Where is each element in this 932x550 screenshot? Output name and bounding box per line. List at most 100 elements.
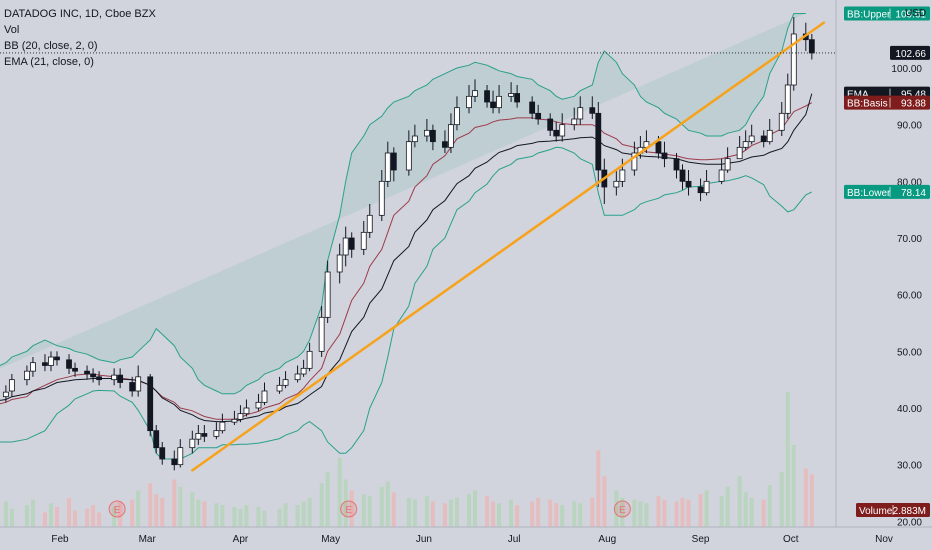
candle-body[interactable]	[129, 382, 136, 392]
candle-body[interactable]	[189, 438, 196, 449]
candle-body[interactable]	[724, 158, 731, 171]
price-axis[interactable]: 100.00 90.00 80.00 70.00 60.00 50.00 40.00 30.0…	[891, 64, 922, 528]
candle-body[interactable]	[631, 152, 638, 171]
candle-body[interactable]	[255, 401, 262, 409]
candle-body[interactable]	[72, 367, 78, 372]
candle-body[interactable]	[613, 180, 620, 188]
candle-body[interactable]	[559, 124, 566, 137]
candle-body[interactable]	[177, 447, 184, 466]
candle-body[interactable]	[318, 316, 325, 352]
candle-body[interactable]	[48, 356, 54, 366]
candle-body[interactable]	[508, 93, 514, 97]
candle-body[interactable]	[342, 237, 349, 256]
candle-body[interactable]	[405, 141, 412, 171]
candle-body[interactable]	[8, 379, 15, 392]
candle-body[interactable]	[790, 33, 797, 86]
candle-body[interactable]	[466, 95, 472, 109]
candle-body[interactable]	[808, 39, 815, 54]
candle-body[interactable]	[514, 93, 521, 103]
candle-body[interactable]	[324, 271, 331, 318]
candle-body[interactable]	[595, 112, 602, 171]
candle-body[interactable]	[577, 107, 584, 120]
earnings-marker[interactable]	[340, 500, 358, 518]
candle-body[interactable]	[282, 379, 289, 386]
candle-body[interactable]	[30, 362, 36, 372]
candle-body[interactable]	[147, 376, 154, 432]
candle-body[interactable]	[448, 124, 454, 148]
candle-body[interactable]	[697, 186, 704, 194]
candle-body[interactable]	[231, 418, 238, 423]
candle-body[interactable]	[171, 458, 178, 466]
candle-body[interactable]	[778, 112, 785, 131]
candle-body[interactable]	[535, 112, 542, 120]
candle-body[interactable]	[378, 180, 385, 216]
candle-body[interactable]	[589, 107, 596, 114]
candle-body[interactable]	[237, 413, 244, 420]
candle-body[interactable]	[348, 237, 355, 250]
candle-body[interactable]	[2, 391, 9, 398]
candle-body[interactable]	[243, 407, 250, 415]
candle-body[interactable]	[336, 254, 343, 273]
candle-body[interactable]	[673, 158, 680, 171]
candle-body[interactable]	[703, 180, 710, 194]
candle-body[interactable]	[90, 373, 96, 378]
candle-body[interactable]	[430, 129, 436, 143]
ema-indicator-label[interactable]: EMA (21, close, 0)	[4, 56, 94, 68]
candle-body[interactable]	[54, 356, 60, 361]
candle-body[interactable]	[742, 141, 749, 148]
candle-body[interactable]	[390, 152, 397, 171]
candle-body[interactable]	[760, 135, 767, 143]
candle-body[interactable]	[472, 90, 478, 97]
candle-body[interactable]	[213, 430, 220, 437]
candle-body[interactable]	[117, 374, 124, 383]
vol-indicator-label[interactable]: Vol	[4, 24, 20, 36]
candle-body[interactable]	[276, 384, 283, 392]
bb-indicator-label[interactable]: BB (20, close, 2, 0)	[4, 40, 98, 52]
candle-body[interactable]	[454, 107, 460, 126]
candle-body[interactable]	[411, 135, 418, 143]
candle-body[interactable]	[496, 95, 502, 109]
candle-body[interactable]	[66, 359, 72, 369]
candle-body[interactable]	[529, 101, 536, 114]
candle-body[interactable]	[655, 141, 662, 154]
candle-body[interactable]	[219, 421, 226, 432]
symbol-title[interactable]: DATADOG INC, 1D, Cboe BZX	[4, 8, 156, 20]
candle-body[interactable]	[553, 129, 560, 137]
candle-body[interactable]	[153, 430, 160, 449]
candle-body[interactable]	[484, 90, 490, 103]
candle-body[interactable]	[111, 374, 118, 381]
candle-body[interactable]	[748, 135, 755, 143]
candle-body[interactable]	[547, 118, 554, 131]
candle-body[interactable]	[784, 84, 791, 114]
candle-body[interactable]	[42, 362, 48, 366]
candle-body[interactable]	[490, 101, 496, 109]
candle-body[interactable]	[718, 169, 725, 182]
candle-body[interactable]	[195, 433, 202, 440]
candle-body[interactable]	[306, 350, 313, 369]
candle-body[interactable]	[294, 373, 301, 381]
candle-body[interactable]	[135, 376, 142, 392]
earnings-marker[interactable]	[613, 500, 631, 518]
candle-body[interactable]	[201, 433, 208, 437]
candle-body[interactable]	[661, 152, 668, 160]
candle-body[interactable]	[619, 169, 626, 182]
candle-body[interactable]	[679, 169, 686, 182]
candle-body[interactable]	[261, 390, 268, 403]
candle-body[interactable]	[300, 367, 307, 375]
candle-body[interactable]	[360, 231, 367, 250]
candle-body[interactable]	[571, 118, 578, 126]
earnings-marker[interactable]	[108, 500, 126, 518]
candle-body[interactable]	[423, 129, 430, 137]
candle-body[interactable]	[96, 376, 102, 381]
candle-body[interactable]	[685, 180, 692, 188]
candle-body[interactable]	[384, 152, 391, 182]
candle-body[interactable]	[159, 447, 166, 460]
time-axis[interactable]: Feb Mar Apr May Jun Jul Aug Sep Oct Nov	[51, 534, 893, 545]
candle-body[interactable]	[442, 141, 448, 148]
candle-body[interactable]	[24, 370, 30, 381]
candle-body[interactable]	[766, 129, 773, 143]
candle-body[interactable]	[84, 370, 90, 375]
candle-body[interactable]	[736, 146, 743, 160]
candle-body[interactable]	[366, 214, 373, 233]
